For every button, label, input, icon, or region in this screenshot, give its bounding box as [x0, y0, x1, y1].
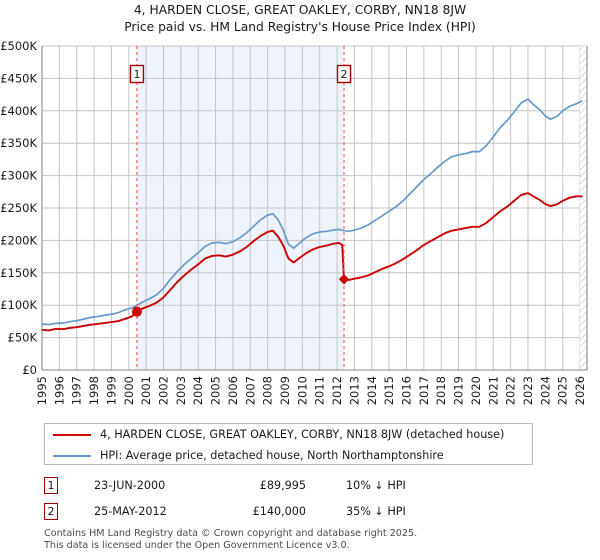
- transactions-table: 1 23-JUN-2000 £89,995 10% ↓ HPI 2 25-MAY…: [44, 472, 544, 524]
- sale-point-marker[interactable]: [131, 306, 142, 317]
- event-marker-badge[interactable]: [129, 64, 145, 84]
- table-row[interactable]: 2 25-MAY-2012 £140,000 35% ↓ HPI: [44, 498, 544, 524]
- x-axis-tick-label: 2003: [174, 376, 188, 405]
- chart-plot-area: £0 £50K £100K £150K £200K £250K £300K £350K £400…: [0, 39, 588, 405]
- x-axis-tick-label: 1997: [70, 376, 84, 405]
- footer-line-2: This data is licensed under the Open Gov…: [44, 539, 350, 551]
- chart-legend: 4, HARDEN CLOSE, GREAT OAKLEY, CORBY, NN…: [44, 423, 533, 465]
- x-axis-tick-label: 2001: [139, 376, 153, 405]
- x-axis-tick-label: 2013: [347, 376, 361, 405]
- footer-line-1: Contains HM Land Registry data © Crown c…: [44, 528, 418, 539]
- x-axis-tick-label: 2022: [504, 376, 518, 405]
- title-line-1: 4, HARDEN CLOSE, GREAT OAKLEY, CORBY, NN…: [133, 3, 467, 17]
- y-axis-tick-label: £450K: [0, 71, 37, 85]
- sale-point-marker[interactable]: [338, 274, 350, 285]
- x-axis-tick-label: 2012: [330, 376, 344, 405]
- y-axis-tick-label: £350K: [0, 136, 37, 150]
- transaction-price-2: £140,000: [252, 504, 306, 518]
- x-axis-tick-label: 2019: [452, 376, 466, 405]
- x-axis-tick-label: 2020: [469, 376, 483, 405]
- transaction-hpi-delta-2: 35% ↓ HPI: [346, 504, 406, 518]
- transaction-badge-2: 2: [44, 502, 58, 520]
- transaction-price-1: £89,995: [259, 478, 306, 492]
- event-marker-badge-label: 2: [341, 68, 348, 81]
- x-axis-tick-label: 2018: [434, 376, 448, 405]
- y-axis-tick-label: £100K: [0, 298, 37, 312]
- attribution-footer: Contains HM Land Registry data © Crown c…: [44, 528, 584, 551]
- x-axis-tick-label: 2002: [156, 376, 170, 405]
- x-axis-tick-label: 2017: [417, 376, 431, 405]
- x-axis-tick-label: 2016: [399, 376, 413, 405]
- y-axis-tick-label: £400K: [0, 104, 37, 118]
- x-axis-tick-label: 2023: [521, 376, 535, 405]
- x-axis-tick-label: 2025: [556, 376, 570, 405]
- event-marker-badge-label: 1: [133, 68, 140, 81]
- series-line-hpi: [41, 98, 583, 326]
- table-row[interactable]: 1 23-JUN-2000 £89,995 10% ↓ HPI: [44, 472, 544, 498]
- event-marker-badge[interactable]: [336, 64, 352, 84]
- legend-item-property: 4, HARDEN CLOSE, GREAT OAKLEY, CORBY, NN…: [45, 424, 532, 445]
- transaction-badge-1: 1: [44, 476, 58, 494]
- y-axis-tick-label: £50K: [8, 331, 38, 345]
- x-axis-tick-label: 2021: [486, 376, 500, 405]
- y-axis-tick-label: £250K: [0, 201, 37, 215]
- legend-swatch-hpi: [53, 454, 91, 457]
- y-axis-tick-label: £500K: [0, 39, 37, 53]
- y-axis-tick-label: £200K: [0, 233, 37, 247]
- x-axis-tick-label: 2009: [278, 376, 292, 405]
- title-line-2: Price paid vs. HM Land Registry's House …: [124, 20, 476, 34]
- page-title: 4, HARDEN CLOSE, GREAT OAKLEY, CORBY, NN…: [0, 2, 600, 36]
- y-axis-tick-label: £300K: [0, 169, 37, 183]
- x-axis-tick-label: 2011: [313, 376, 327, 405]
- y-axis-tick-label: £0: [22, 363, 37, 377]
- transaction-date-2: 25-MAY-2012: [94, 504, 167, 518]
- x-axis-tick-label: 2024: [538, 376, 552, 405]
- legend-label-hpi: HPI: Average price, detached house, Nort…: [100, 449, 444, 462]
- transaction-date-1: 23-JUN-2000: [94, 478, 166, 492]
- transaction-hpi-delta-1: 10% ↓ HPI: [346, 478, 406, 492]
- x-axis-tick-label: 1999: [104, 376, 118, 405]
- x-axis-tick-label: 2010: [295, 376, 309, 405]
- x-axis-tick-label: 2008: [261, 376, 275, 405]
- x-axis-tick-label: 2014: [365, 376, 379, 405]
- x-axis-tick-label: 2026: [573, 376, 587, 405]
- x-axis-tick-label: 2005: [209, 376, 223, 405]
- y-axis-tick-label: £150K: [0, 266, 37, 280]
- x-axis-tick-label: 2004: [191, 376, 205, 405]
- x-axis-tick-label: 1998: [87, 376, 101, 405]
- x-axis-tick-label: 2007: [243, 376, 257, 405]
- x-axis-tick-label: 1996: [52, 376, 66, 405]
- legend-swatch-property: [53, 433, 91, 436]
- x-axis-tick-label: 2015: [382, 376, 396, 405]
- x-axis-tick-label: 2006: [226, 376, 240, 405]
- legend-label-property: 4, HARDEN CLOSE, GREAT OAKLEY, CORBY, NN…: [100, 428, 505, 441]
- legend-item-hpi: HPI: Average price, detached house, Nort…: [45, 445, 532, 466]
- x-axis-tick-label: 1995: [35, 376, 49, 405]
- x-axis-tick-label: 2000: [122, 376, 136, 405]
